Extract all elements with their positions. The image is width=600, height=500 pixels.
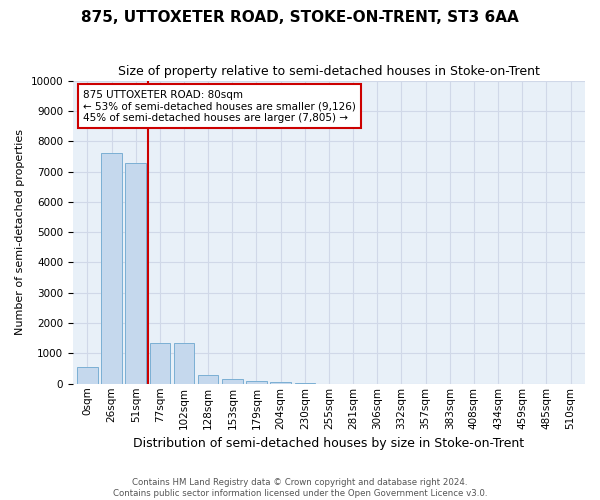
Text: 875, UTTOXETER ROAD, STOKE-ON-TRENT, ST3 6AA: 875, UTTOXETER ROAD, STOKE-ON-TRENT, ST3… [81, 10, 519, 25]
Bar [271, 382, 291, 384]
Bar [149, 342, 170, 384]
Text: Contains HM Land Registry data © Crown copyright and database right 2024.
Contai: Contains HM Land Registry data © Crown c… [113, 478, 487, 498]
Bar [174, 342, 194, 384]
Bar [222, 379, 242, 384]
Title: Size of property relative to semi-detached houses in Stoke-on-Trent: Size of property relative to semi-detach… [118, 65, 540, 78]
Bar [246, 381, 267, 384]
Bar [125, 163, 146, 384]
X-axis label: Distribution of semi-detached houses by size in Stoke-on-Trent: Distribution of semi-detached houses by … [133, 437, 524, 450]
Bar [198, 374, 218, 384]
Y-axis label: Number of semi-detached properties: Number of semi-detached properties [15, 129, 25, 335]
Bar [295, 383, 315, 384]
Bar [77, 367, 98, 384]
Text: 875 UTTOXETER ROAD: 80sqm
← 53% of semi-detached houses are smaller (9,126)
45% : 875 UTTOXETER ROAD: 80sqm ← 53% of semi-… [83, 90, 356, 123]
Bar [101, 152, 122, 384]
